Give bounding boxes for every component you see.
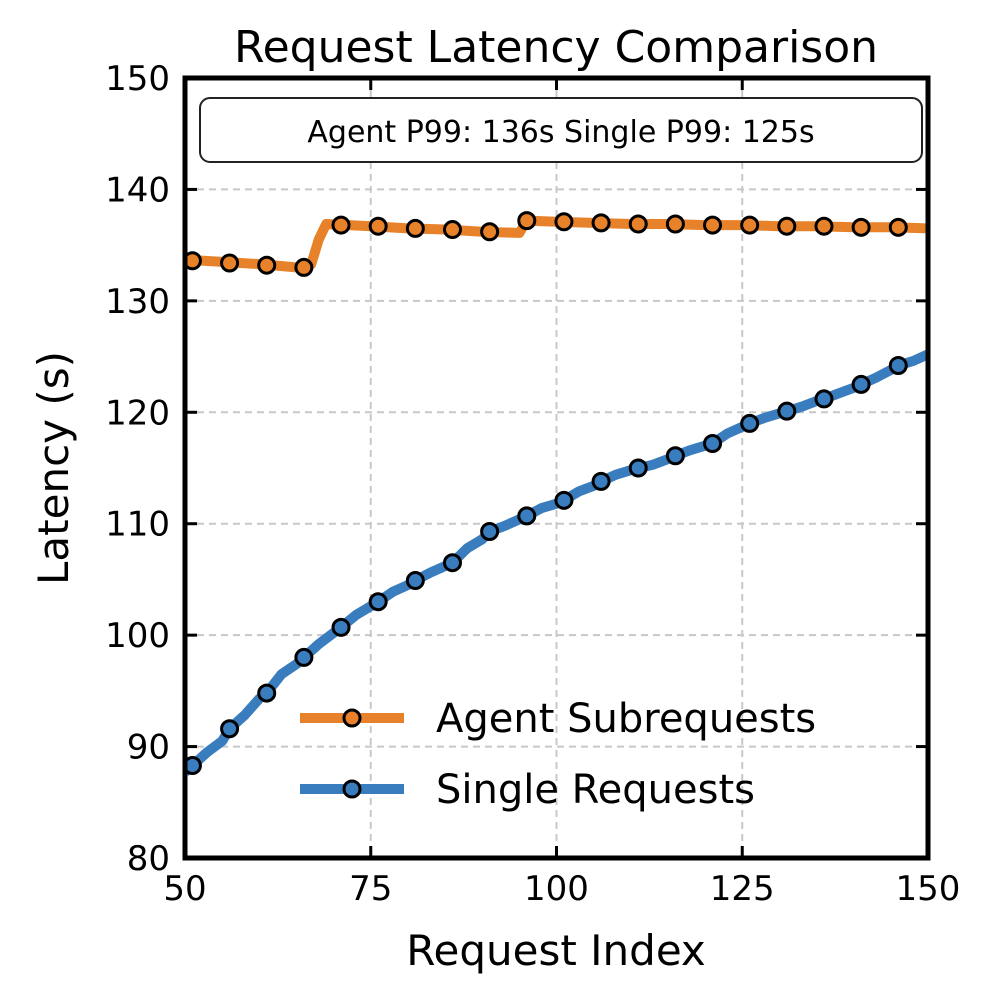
legend: Agent Subrequests Single Requests [300,696,816,813]
plot-frame [182,75,931,861]
single-requests-point [220,719,240,739]
series-layer [185,211,928,776]
legend-label-agent-subrequests: Agent Subrequests [436,696,816,742]
agent-subrequests-point [591,213,611,233]
single-requests-point [331,617,351,637]
chart-title: Request Latency Comparison [234,22,878,73]
legend-label-single-requests: Single Requests [436,767,755,813]
agent-subrequests-point [220,253,240,273]
agent-subrequests-point [703,215,723,235]
single-requests-point [554,490,574,510]
agent-subrequests-point [851,217,871,237]
agent-subrequests-point [480,222,500,242]
legend-marker-agent-subrequests [342,708,362,728]
agent-subrequests-point [814,216,834,236]
x-tick-label: 150 [896,869,961,909]
agent-subrequests-point [628,214,648,234]
agent-subrequests-point [554,212,574,232]
agent-subrequests-point [777,216,797,236]
y-tick-label: 130 [105,282,170,322]
legend-marker-single-requests [342,779,362,799]
y-tick-label: 140 [105,170,170,210]
annotation-frame [199,97,923,163]
single-requests-point [480,522,500,542]
single-requests-point [703,433,723,453]
single-requests-point [888,355,908,375]
y-tick-label: 100 [105,616,170,656]
single-requests-point [814,389,834,409]
x-tick-label: 50 [163,869,206,909]
agent-subrequests-point [331,215,351,235]
single-requests-point [294,647,314,667]
y-tick-label: 150 [105,59,170,99]
single-requests-point [185,756,202,776]
agent-subrequests-point [185,251,202,271]
agent-subrequests-point [740,215,760,235]
agent-subrequests-point [442,220,462,240]
agent-subrequests-point [665,214,685,234]
agent-subrequests-point [517,211,537,231]
y-tick-label: 120 [105,393,170,433]
x-axis-title: Request Index [406,926,706,975]
single-requests-point [740,413,760,433]
single-requests-point [257,683,277,703]
y-tick-label: 110 [105,505,170,545]
agent-subrequests-point [405,218,425,238]
single-requests-point [517,506,537,526]
agent-subrequests-point [257,255,277,275]
y-tick-label: 80 [127,839,170,879]
single-requests-point [851,374,871,394]
x-tick-label: 100 [524,869,589,909]
y-axis-title: Latency (s) [29,351,78,585]
single-requests-point [665,446,685,466]
agent-subrequests-point [294,257,314,277]
agent-subrequests-point [368,216,388,236]
axis-ticks: 50 75 100 125 150 80 90 100 110 120 130 140 150 [105,59,960,909]
y-tick-label: 90 [127,728,170,768]
annotation-box: Agent P99: 136s Single P99: 125s [199,97,923,163]
x-tick-label: 75 [349,869,392,909]
single-requests-point [405,571,425,591]
single-requests-point [777,401,797,421]
grid-lines [185,78,928,858]
agent-subrequests-point [888,217,908,237]
x-tick-label: 125 [710,869,775,909]
single-requests-point [368,592,388,612]
single-requests-point [591,471,611,491]
single-requests-point [628,458,648,478]
annotation-text: Agent P99: 136s Single P99: 125s [307,115,814,150]
single-requests-point [442,553,462,573]
